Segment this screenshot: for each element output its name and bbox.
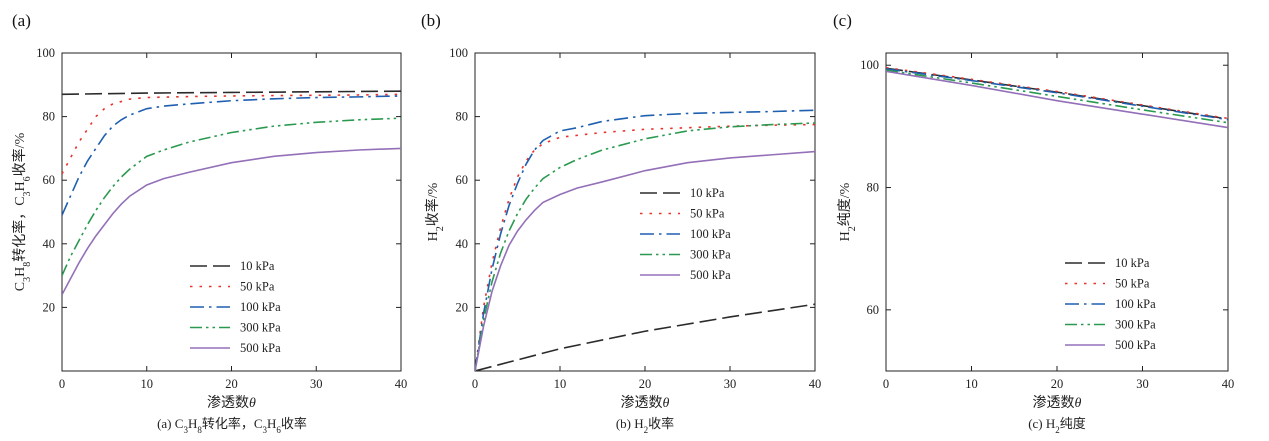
x-tick-label: 30 [1136,377,1149,391]
plot-frame [474,52,816,372]
legend-label: 50 kPa [690,207,725,221]
x-tick-label: 0 [59,377,65,391]
series-line-50-kpa [62,93,401,175]
legend-label: 100 kPa [1115,297,1156,311]
y-tick-label: 100 [449,46,468,60]
x-tick-label: 0 [472,377,478,391]
legend: 10 kPa 50 kPa 100 kPa 300 kPa 500 kPa [640,186,731,282]
x-axis-label: 渗透数θ [621,395,670,411]
chart-panel-3: 0 10 20 30 40 60 80 100 10 kPa 50 kPa 100 kPa 300 k… [833,11,1234,435]
series-line-500-kpa [62,147,401,296]
legend-label: 100 kPa [240,300,281,314]
y-tick-label: 80 [43,110,56,124]
series-line-300-kpa [475,122,815,371]
x-tick-label: 10 [141,377,154,391]
x-tick-label: 20 [225,377,238,391]
y-tick-label: 20 [456,300,469,314]
x-tick-label: 40 [395,377,408,391]
series-line-10-kpa [62,90,401,96]
panel-label: (c) [833,11,852,30]
x-axis-label: 渗透数θ [207,395,256,411]
legend-label: 10 kPa [1115,256,1150,270]
series-line-100-kpa [62,95,401,216]
legend-label: 10 kPa [240,259,275,273]
x-tick-label: 30 [310,377,323,391]
x-tick-label: 0 [883,377,889,391]
series-line-100-kpa [475,109,815,371]
x-tick-label: 30 [724,377,737,391]
y-axis-label: H2纯度/% [837,182,858,241]
legend-label: 50 kPa [1115,277,1150,291]
legend: 10 kPa 50 kPa 100 kPa 300 kPa 500 kPa [1065,256,1156,352]
series-line-100-kpa [886,68,1228,121]
legend: 10 kPa 50 kPa 100 kPa 300 kPa 500 kPa [190,259,281,355]
y-tick-label: 40 [43,237,56,251]
series-line-10-kpa [475,303,815,371]
series-line-50-kpa [475,123,815,371]
legend-label: 10 kPa [690,186,725,200]
x-axis-label: 渗透数θ [1033,395,1082,411]
x-tick-label: 10 [965,377,978,391]
legend-label: 500 kPa [690,268,731,282]
y-axis-label: C3H8转化率，C3H6收率/% [11,132,33,291]
panel-caption: (c) H2纯度 [1028,416,1086,435]
legend-label: 500 kPa [240,341,281,355]
chart-panel-2: 0 10 20 30 40 20 40 60 80 100 10 kPa 50 kPa 100 kPa 3… [421,11,821,435]
y-tick-label: 20 [43,300,56,314]
series-line-500-kpa [886,70,1228,129]
y-axis-label: H2收率/% [424,182,446,241]
x-tick-label: 40 [1222,377,1235,391]
y-tick-label: 80 [456,110,469,124]
series-line-300-kpa [62,117,401,276]
y-tick-label: 100 [860,58,879,72]
y-tick-label: 100 [36,46,55,60]
series-line-500-kpa [475,150,815,371]
panel-caption: (a) C3H8转化率，C3H6收率 [157,416,307,435]
chart-panel-1: 0 10 20 30 40 20 40 60 80 100 10 kPa 50 kPa 100 kPa 3… [11,11,407,435]
y-tick-label: 40 [456,237,469,251]
legend-label: 300 kPa [690,248,731,262]
legend-label: 300 kPa [1115,318,1156,332]
x-tick-label: 20 [639,377,652,391]
legend-label: 100 kPa [690,227,731,241]
x-tick-label: 20 [1051,377,1064,391]
legend-label: 300 kPa [240,321,281,335]
x-tick-label: 40 [809,377,822,391]
y-tick-label: 80 [867,181,880,195]
y-tick-label: 60 [867,303,880,317]
panel-caption: (b) H2收率 [616,416,674,435]
y-tick-label: 60 [456,173,469,187]
series-line-50-kpa [886,66,1228,120]
plot-frame [61,52,402,372]
legend-label: 50 kPa [240,280,275,294]
x-tick-label: 10 [554,377,567,391]
series-line-300-kpa [886,69,1228,124]
panel-label: (a) [12,11,31,30]
legend-label: 500 kPa [1115,338,1156,352]
y-tick-label: 60 [43,173,56,187]
panel-label: (b) [421,11,441,30]
